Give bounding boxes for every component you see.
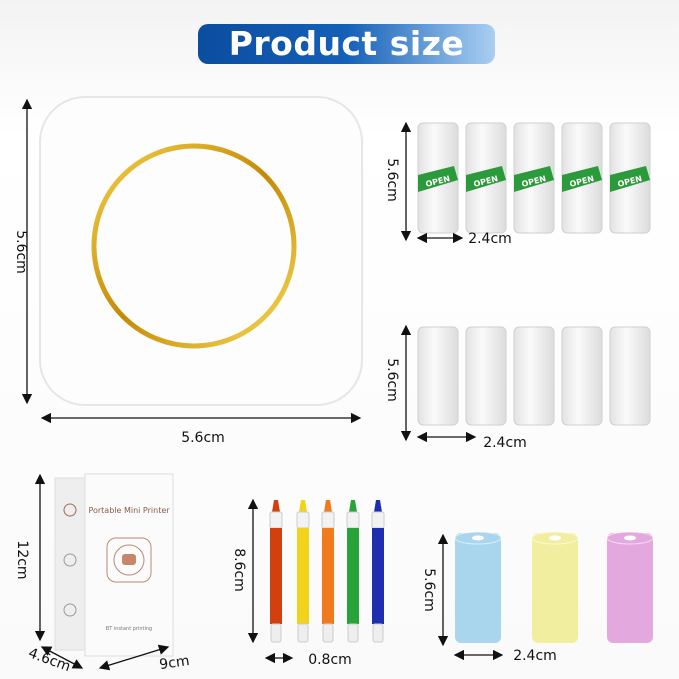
sticker-roll: OPEN xyxy=(513,122,555,234)
paper-roll xyxy=(609,326,651,426)
pen-width-label: 0.8cm xyxy=(308,652,352,668)
mini-printer xyxy=(39,96,363,406)
sticker-roll: OPEN xyxy=(609,122,651,234)
marker-pen xyxy=(346,500,360,643)
color-paper-roll xyxy=(531,531,579,643)
paper-roll xyxy=(561,326,603,426)
color-paper-roll xyxy=(454,531,502,643)
marker-pen xyxy=(321,500,335,643)
gold-ring xyxy=(91,143,297,349)
plain-height-label: 5.6cm xyxy=(384,358,400,402)
paper-roll xyxy=(513,326,555,426)
color-paper-roll xyxy=(606,531,654,643)
marker-pen xyxy=(296,500,310,643)
marker-pen xyxy=(269,500,283,643)
color-roll-width-label: 2.4cm xyxy=(513,648,557,664)
box-height-label: 12cm xyxy=(14,540,30,579)
printer-width-label: 5.6cm xyxy=(181,430,225,446)
paper-roll xyxy=(417,326,459,426)
marker-pen xyxy=(371,500,385,643)
sticker-height-label: 5.6cm xyxy=(384,158,400,202)
title-banner: Product size xyxy=(198,24,495,64)
sticker-rolls: OPEN OPEN OPEN OPEN OPEN xyxy=(417,122,651,234)
plain-rolls xyxy=(417,326,651,426)
color-rolls xyxy=(454,531,654,643)
printer-box: Portable Mini Printer BT instant printin… xyxy=(54,473,174,657)
color-roll-height-label: 5.6cm xyxy=(421,568,437,612)
plain-width-label: 2.4cm xyxy=(483,435,527,451)
marker-pens xyxy=(269,500,385,643)
pen-height-label: 8.6cm xyxy=(231,548,247,592)
sticker-roll: OPEN xyxy=(417,122,459,234)
box-width-label: 9cm xyxy=(158,653,190,673)
printer-height-label: 5.6cm xyxy=(13,230,29,274)
paper-roll xyxy=(465,326,507,426)
sticker-roll: OPEN xyxy=(561,122,603,234)
sticker-width-label: 2.4cm xyxy=(468,231,512,247)
box-caption: BT instant printing xyxy=(106,626,152,632)
box-title: Portable Mini Printer xyxy=(88,506,170,515)
sticker-roll: OPEN xyxy=(465,122,507,234)
